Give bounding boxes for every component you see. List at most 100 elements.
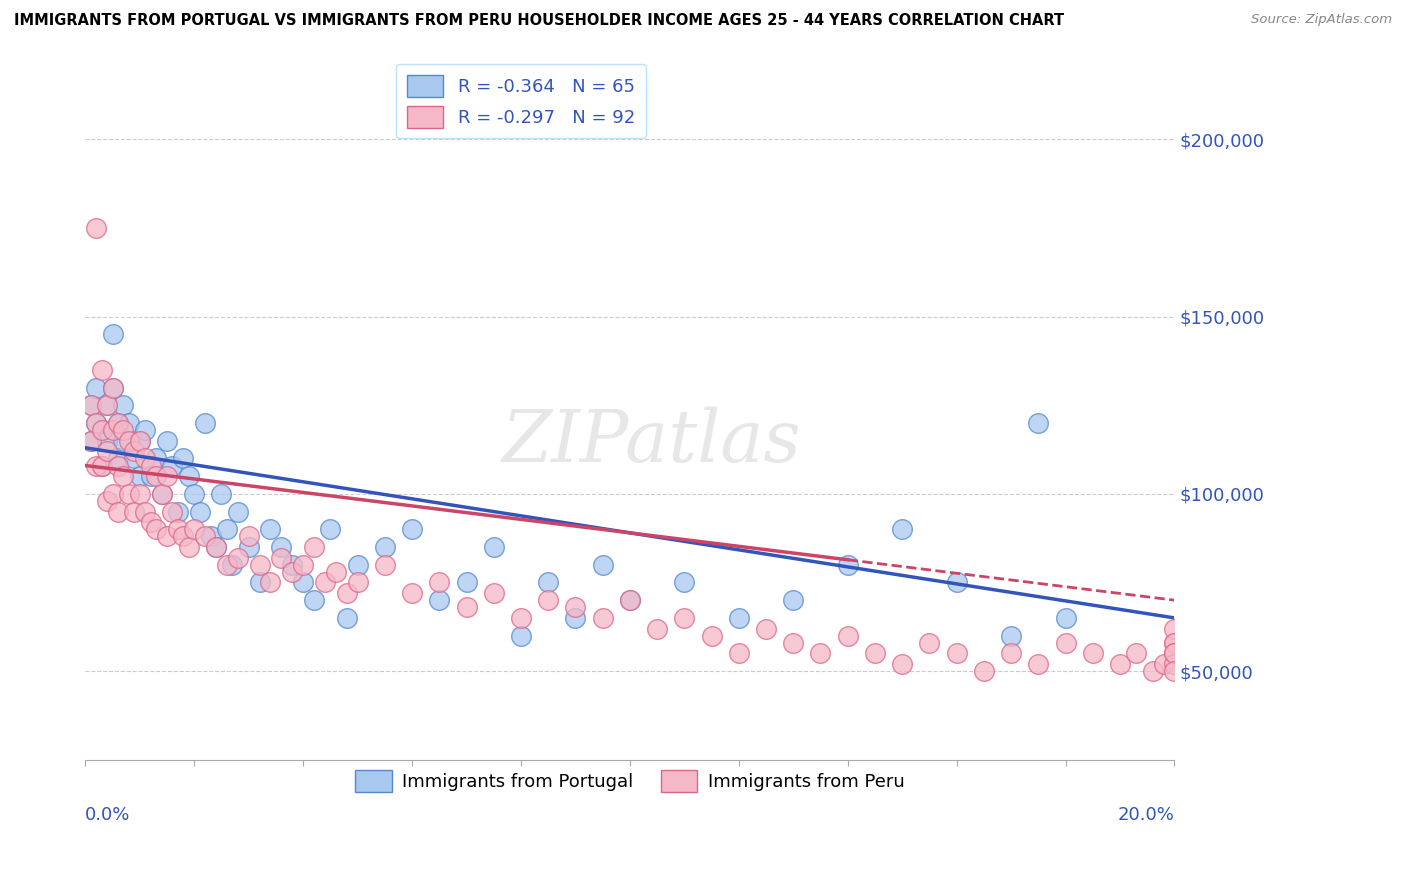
Point bbox=[1163, 622, 1185, 636]
Point bbox=[188, 505, 211, 519]
Point bbox=[90, 458, 112, 473]
Point bbox=[124, 444, 146, 458]
Point bbox=[101, 380, 124, 394]
Point bbox=[134, 423, 156, 437]
Point bbox=[1163, 646, 1185, 660]
Point bbox=[139, 458, 162, 473]
Point bbox=[145, 469, 167, 483]
Point bbox=[374, 558, 396, 572]
Point bbox=[456, 575, 478, 590]
Point bbox=[84, 416, 107, 430]
Point bbox=[238, 540, 260, 554]
Point bbox=[336, 586, 359, 600]
Point bbox=[1054, 611, 1077, 625]
Point bbox=[319, 522, 342, 536]
Point bbox=[150, 487, 173, 501]
Point bbox=[259, 575, 281, 590]
Point bbox=[118, 416, 141, 430]
Point bbox=[101, 380, 124, 394]
Point bbox=[427, 575, 450, 590]
Point bbox=[107, 416, 129, 430]
Point bbox=[249, 575, 271, 590]
Point bbox=[124, 451, 146, 466]
Point bbox=[1125, 646, 1147, 660]
Point bbox=[564, 600, 586, 615]
Point bbox=[101, 423, 124, 437]
Point bbox=[401, 522, 423, 536]
Point bbox=[456, 600, 478, 615]
Point bbox=[194, 416, 217, 430]
Point bbox=[482, 540, 505, 554]
Point bbox=[80, 398, 103, 412]
Point bbox=[80, 434, 103, 448]
Point bbox=[1142, 664, 1164, 678]
Point bbox=[128, 434, 150, 448]
Point bbox=[194, 529, 217, 543]
Text: ZIPatlas: ZIPatlas bbox=[502, 407, 801, 477]
Point bbox=[134, 505, 156, 519]
Point bbox=[1026, 657, 1049, 671]
Point bbox=[292, 558, 315, 572]
Point bbox=[96, 444, 118, 458]
Point bbox=[118, 487, 141, 501]
Point bbox=[325, 565, 347, 579]
Point bbox=[96, 398, 118, 412]
Point bbox=[90, 363, 112, 377]
Point bbox=[183, 522, 205, 536]
Point bbox=[200, 529, 222, 543]
Point bbox=[270, 540, 292, 554]
Point bbox=[1153, 657, 1175, 671]
Point bbox=[427, 593, 450, 607]
Point bbox=[302, 593, 325, 607]
Point bbox=[101, 487, 124, 501]
Point bbox=[281, 565, 304, 579]
Point bbox=[156, 469, 179, 483]
Point bbox=[537, 593, 560, 607]
Point bbox=[96, 434, 118, 448]
Point bbox=[755, 622, 778, 636]
Point bbox=[205, 540, 228, 554]
Point bbox=[167, 522, 190, 536]
Point bbox=[101, 327, 124, 342]
Point bbox=[1163, 636, 1185, 650]
Point bbox=[619, 593, 641, 607]
Point bbox=[80, 398, 103, 412]
Point bbox=[1163, 664, 1185, 678]
Point bbox=[96, 398, 118, 412]
Point bbox=[183, 487, 205, 501]
Point bbox=[221, 558, 243, 572]
Point bbox=[700, 629, 723, 643]
Point bbox=[1026, 416, 1049, 430]
Point bbox=[215, 558, 238, 572]
Point bbox=[128, 469, 150, 483]
Point bbox=[727, 611, 749, 625]
Point bbox=[564, 611, 586, 625]
Point bbox=[177, 469, 200, 483]
Point bbox=[128, 434, 150, 448]
Point bbox=[90, 458, 112, 473]
Point bbox=[374, 540, 396, 554]
Point bbox=[891, 522, 914, 536]
Point bbox=[592, 611, 614, 625]
Point bbox=[1081, 646, 1104, 660]
Point bbox=[592, 558, 614, 572]
Point bbox=[145, 451, 167, 466]
Point bbox=[314, 575, 336, 590]
Point bbox=[96, 494, 118, 508]
Point bbox=[107, 451, 129, 466]
Point bbox=[782, 593, 804, 607]
Point bbox=[1054, 636, 1077, 650]
Point bbox=[167, 505, 190, 519]
Text: 20.0%: 20.0% bbox=[1118, 805, 1174, 824]
Point bbox=[727, 646, 749, 660]
Point bbox=[973, 664, 995, 678]
Point bbox=[112, 398, 135, 412]
Text: Source: ZipAtlas.com: Source: ZipAtlas.com bbox=[1251, 13, 1392, 27]
Point bbox=[211, 487, 233, 501]
Point bbox=[107, 505, 129, 519]
Point bbox=[346, 558, 368, 572]
Point bbox=[401, 586, 423, 600]
Point bbox=[673, 575, 696, 590]
Text: IMMIGRANTS FROM PORTUGAL VS IMMIGRANTS FROM PERU HOUSEHOLDER INCOME AGES 25 - 44: IMMIGRANTS FROM PORTUGAL VS IMMIGRANTS F… bbox=[14, 13, 1064, 29]
Point bbox=[510, 629, 533, 643]
